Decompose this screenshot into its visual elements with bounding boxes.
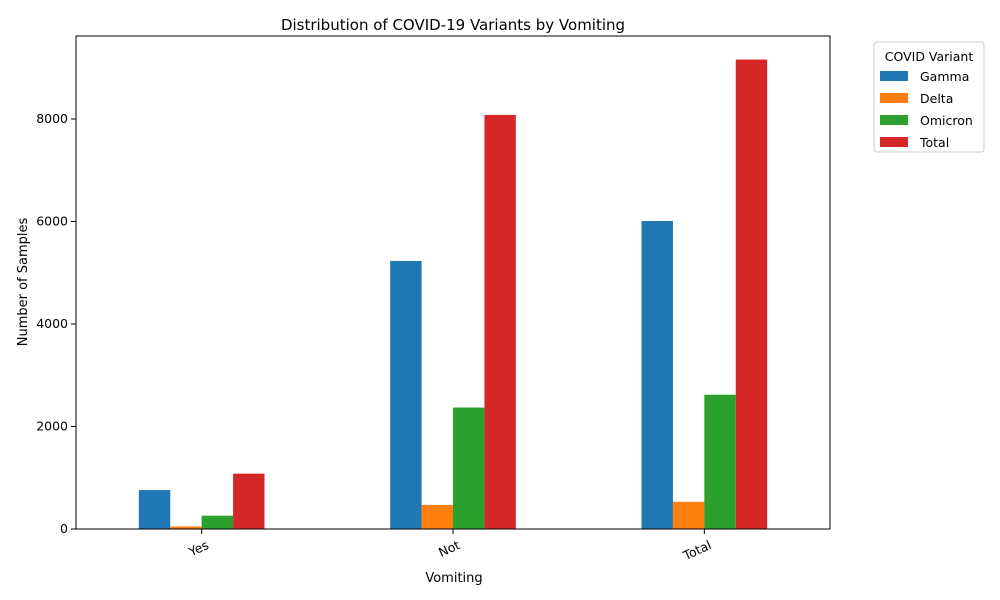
y-tick-label: 0 <box>60 521 68 536</box>
legend-swatch-total <box>880 137 908 147</box>
legend-label-total: Total <box>919 135 949 150</box>
bar-gamma-yes <box>138 490 171 529</box>
y-tick-label: 6000 <box>36 214 68 229</box>
y-axis-label: Number of Samples <box>16 218 31 347</box>
legend-label-omicron: Omicron <box>920 113 973 128</box>
y-axis: 0 2000 4000 6000 8000 <box>36 111 76 536</box>
legend-swatch-omicron <box>880 115 908 125</box>
legend-label-gamma: Gamma <box>920 69 969 84</box>
y-tick-label: 8000 <box>36 111 68 126</box>
x-tick-label: Yes <box>185 537 211 560</box>
y-tick-label: 4000 <box>36 316 68 331</box>
x-tick-label: Total <box>680 537 714 563</box>
legend-swatch-delta <box>880 93 908 103</box>
legend-title: COVID Variant <box>885 49 974 64</box>
bar-total-yes <box>233 473 265 529</box>
bar-delta-yes <box>170 526 202 529</box>
bar-omicron-yes <box>201 515 234 529</box>
bar-omicron-not <box>453 407 485 529</box>
bar-delta-not <box>421 504 453 529</box>
bars-group <box>138 59 768 530</box>
bar-omicron-total <box>704 394 736 529</box>
x-axis-label: Vomiting <box>425 571 482 586</box>
bar-delta-total <box>672 501 705 529</box>
bar-gamma-total <box>641 221 673 529</box>
bar-total-total <box>735 59 768 530</box>
x-tick-label: Not <box>436 537 462 560</box>
legend-items: Gamma Delta Omicron Total <box>880 69 973 150</box>
bar-gamma-not <box>390 260 422 529</box>
bar-total-not <box>484 114 516 530</box>
y-tick-label: 2000 <box>36 419 68 434</box>
x-axis: Yes Not Total <box>185 529 714 563</box>
legend: COVID Variant Gamma Delta Omicron Total <box>873 41 985 153</box>
legend-swatch-gamma <box>880 71 908 81</box>
legend-label-delta: Delta <box>920 91 953 106</box>
chart-title: Distribution of COVID-19 Variants by Vom… <box>281 16 625 34</box>
